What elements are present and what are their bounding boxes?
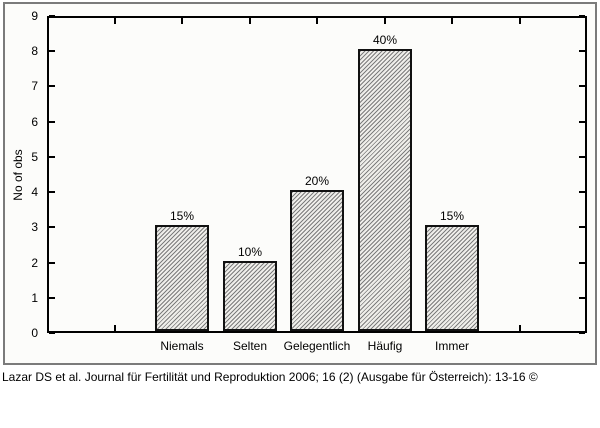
y-tick-mark-left (49, 226, 55, 228)
x-tick-mark-top (316, 18, 318, 24)
y-tick-mark-left (49, 262, 55, 264)
x-tick-mark-top (519, 18, 521, 24)
y-tick-label: 6 (31, 115, 38, 129)
y-tick-mark-left (49, 85, 55, 87)
y-tick-mark-left (49, 121, 55, 123)
y-tick-mark-right (579, 121, 585, 123)
y-tick-mark-right (579, 15, 585, 17)
y-tick-mark-right (579, 226, 585, 228)
y-axis-title: No of obs (11, 149, 25, 201)
y-tick-mark-left (49, 15, 55, 17)
y-tick-label: 2 (31, 256, 38, 270)
y-tick-label: 3 (31, 220, 38, 234)
y-tick-mark-left (49, 332, 55, 334)
bar-value-label: 20% (304, 174, 330, 188)
y-tick-mark-right (579, 85, 585, 87)
y-tick-mark-left (49, 191, 55, 193)
x-tick-label-niemals: Niemals (160, 339, 204, 353)
x-tick-mark-top (181, 18, 183, 24)
x-tick-label-gelegentlich: Gelegentlich (283, 339, 351, 353)
bar-value-label: 15% (169, 209, 195, 223)
x-tick-mark-bottom (114, 325, 116, 331)
y-tick-label: 7 (31, 79, 38, 93)
y-tick-mark-right (579, 332, 585, 334)
y-tick-mark-right (579, 50, 585, 52)
bar-immer (425, 225, 479, 331)
y-tick-mark-left (49, 297, 55, 299)
bar-value-label: 40% (372, 33, 398, 47)
y-tick-mark-right (579, 262, 585, 264)
y-tick-label: 1 (31, 291, 38, 305)
y-tick-mark-left (49, 156, 55, 158)
y-tick-label: 0 (31, 326, 38, 340)
x-tick-mark-top (451, 18, 453, 24)
y-tick-mark-right (579, 191, 585, 193)
y-tick-label: 9 (31, 9, 38, 23)
x-tick-label-immer: Immer (435, 339, 469, 353)
bar-value-label: 15% (439, 209, 465, 223)
y-tick-label: 5 (31, 150, 38, 164)
bar-gelegentlich (290, 190, 344, 331)
bar-niemals (155, 225, 209, 331)
caption: Lazar DS et al. Journal für Fertilität u… (2, 370, 538, 384)
y-tick-mark-left (49, 50, 55, 52)
x-tick-mark-bottom (519, 325, 521, 331)
x-tick-mark-top (249, 18, 251, 24)
x-tick-mark-top (384, 18, 386, 24)
x-tick-label-selten: Selten (232, 339, 268, 353)
bar-value-label: 10% (237, 245, 263, 259)
y-tick-mark-right (579, 297, 585, 299)
y-tick-label: 8 (31, 44, 38, 58)
bar-häufig (358, 49, 412, 331)
x-tick-label-häufig: Häufig (367, 339, 403, 353)
bar-selten (223, 261, 277, 331)
x-tick-mark-top (114, 18, 116, 24)
y-tick-label: 4 (31, 185, 38, 199)
y-tick-mark-right (579, 156, 585, 158)
